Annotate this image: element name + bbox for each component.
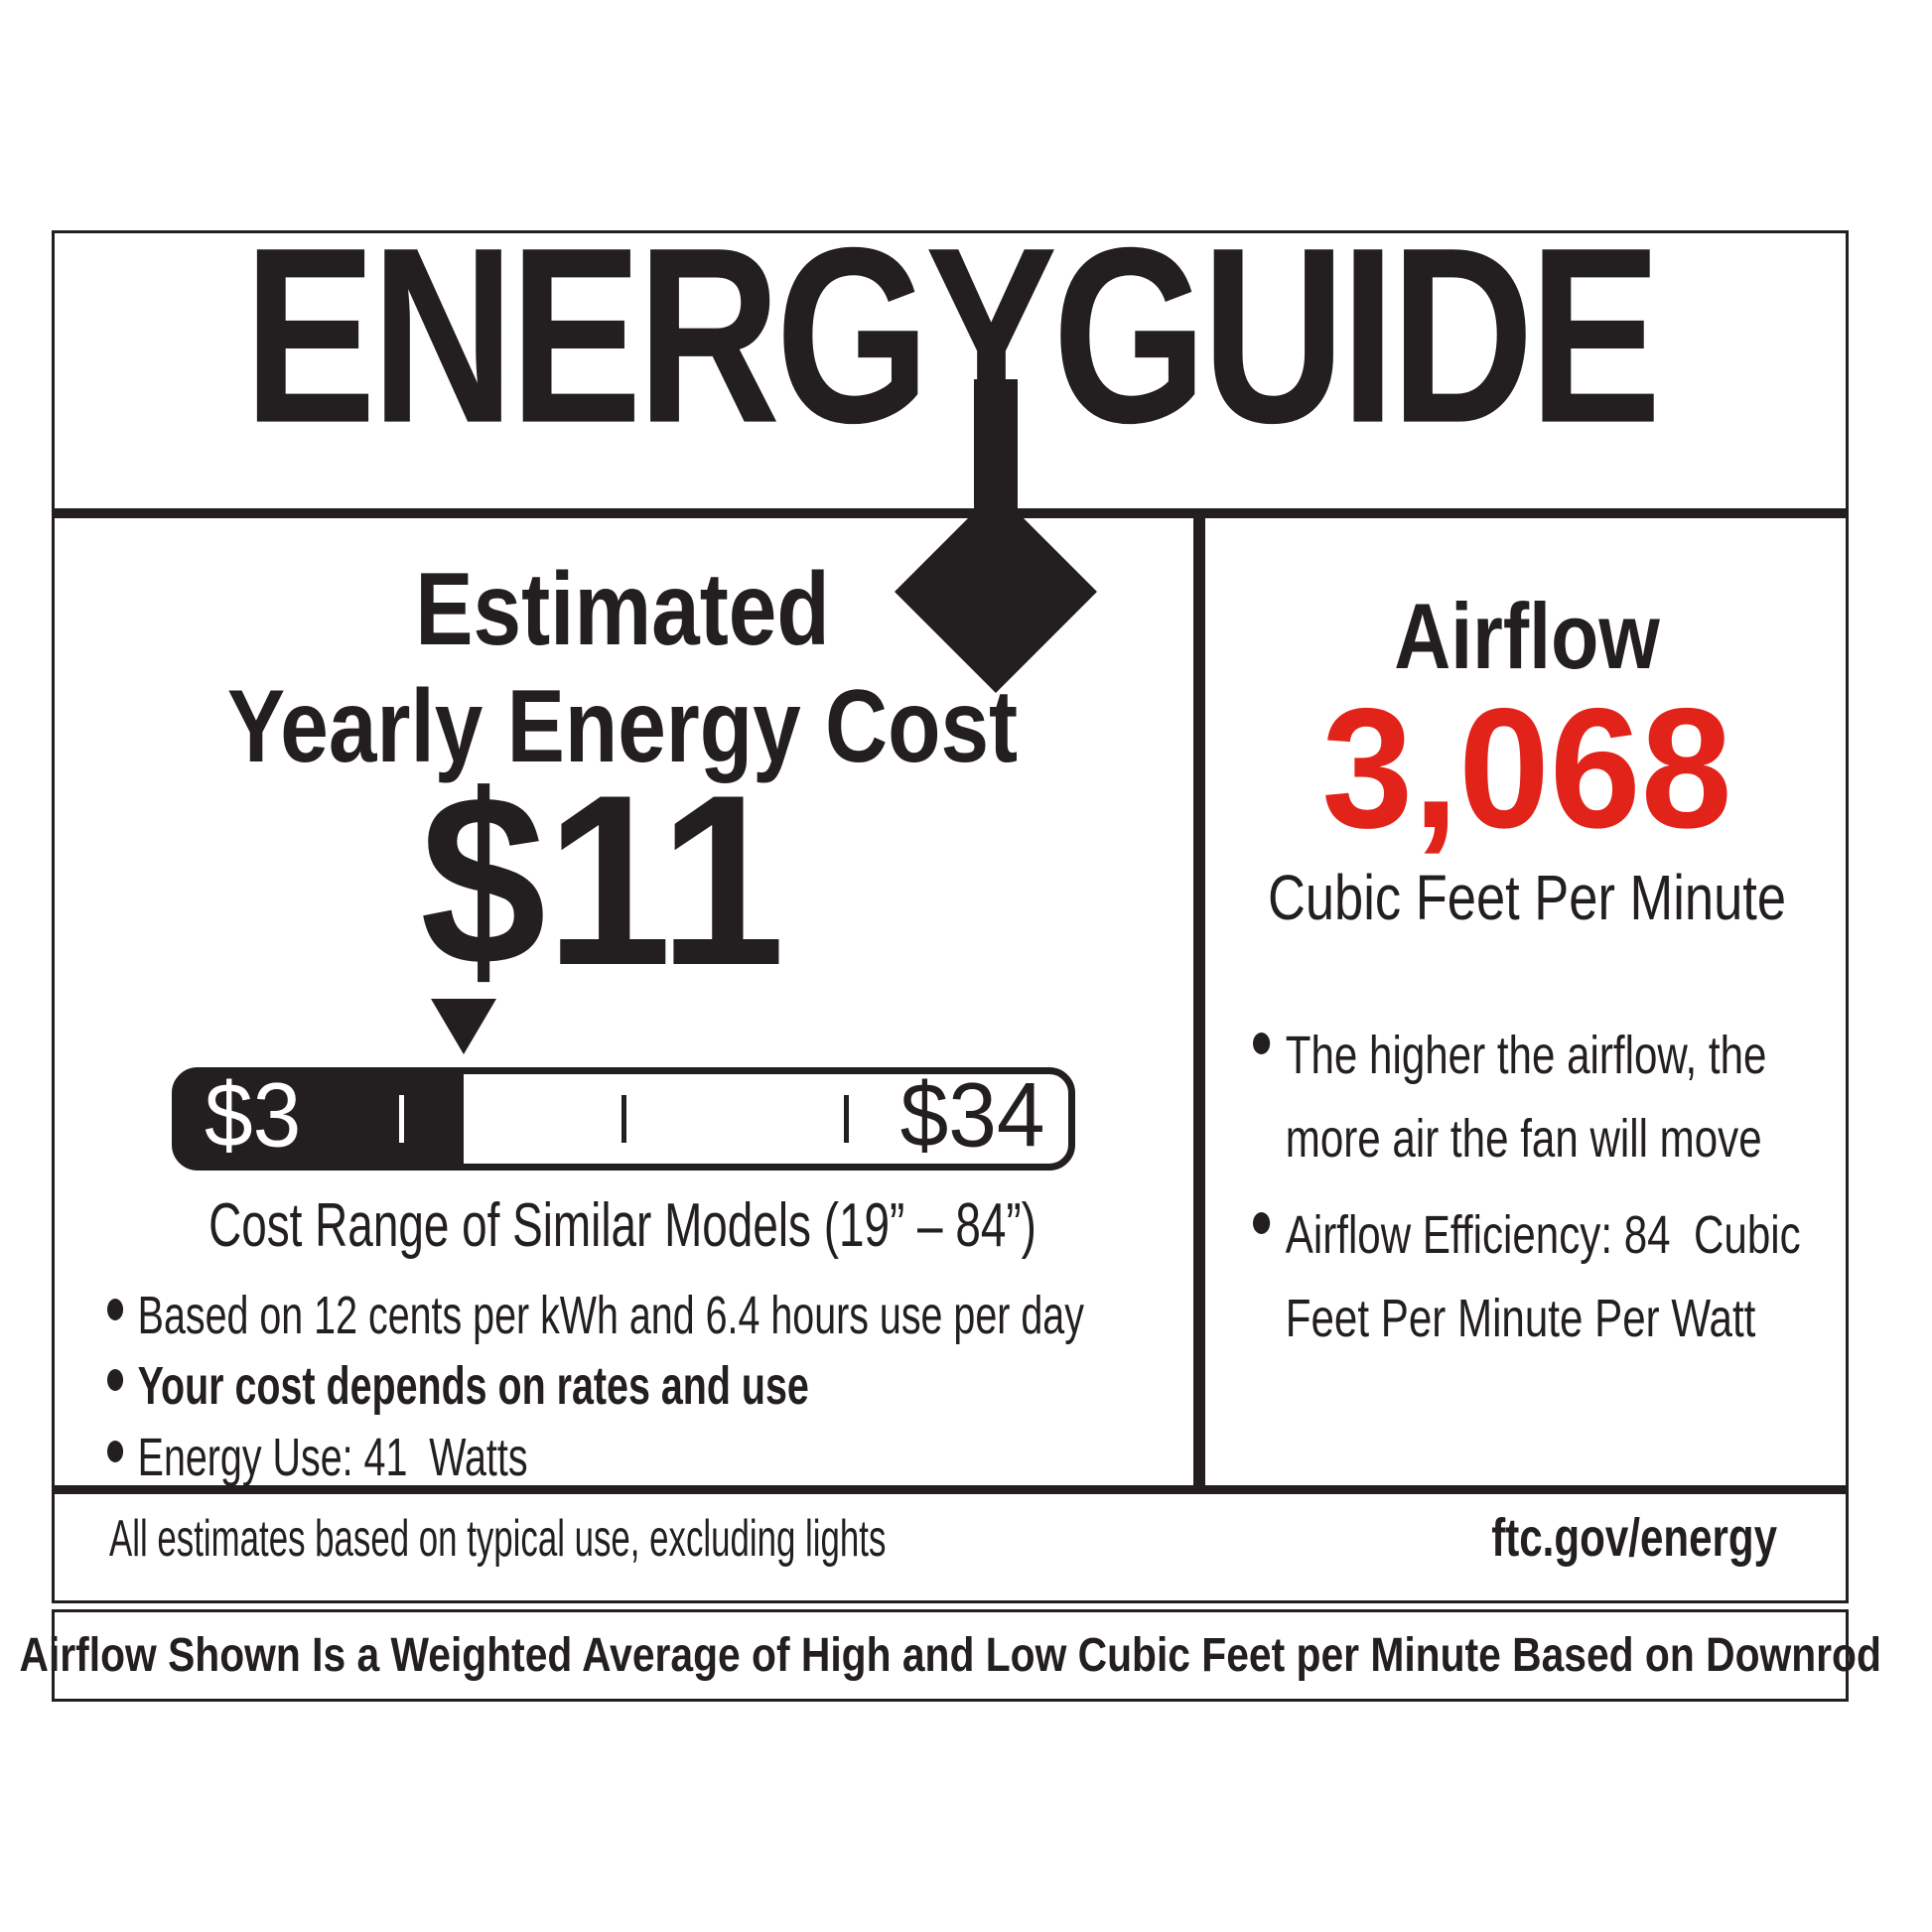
list-item: The higher the airflow, the more air the… <box>1253 1015 1811 1180</box>
bullet-dot-icon <box>107 1299 124 1320</box>
list-item: Based on 12 cents per kWh and 6.4 hours … <box>107 1281 1194 1351</box>
cost-bullet-list: Based on 12 cents per kWh and 6.4 hours … <box>107 1281 1596 1493</box>
bullet-text: Your cost depends on rates and use <box>137 1356 809 1417</box>
header-divider <box>52 508 1849 518</box>
label-main-border <box>52 230 1849 1603</box>
bar-tick <box>621 1095 626 1143</box>
airflow-unit: Cubic Feet Per Minute <box>1267 862 1787 933</box>
bar-tick <box>399 1095 404 1143</box>
bullet-text: Based on 12 cents per kWh and 6.4 hours … <box>137 1286 1084 1345</box>
estimated-cost-heading-line2: Yearly Energy Cost <box>226 668 1019 784</box>
footer-row-divider <box>52 1485 1849 1494</box>
disclaimer-text: Airflow Shown Is a Weighted Average of H… <box>19 1629 1881 1682</box>
estimates-note: All estimates based on typical use, excl… <box>109 1510 887 1568</box>
bullet-dot-icon <box>107 1440 124 1462</box>
estimated-cost-heading-line1: Estimated <box>415 552 830 667</box>
cost-pointer-icon <box>430 999 496 1054</box>
cost-range-bar-fill <box>179 1074 464 1164</box>
bar-tick <box>844 1095 849 1143</box>
airflow-bullet-list: The higher the airflow, the more air the… <box>1253 1015 1932 1375</box>
bullet-dot-icon <box>1253 1033 1271 1054</box>
list-item: Energy Use: 41 Watts <box>107 1423 1194 1493</box>
list-item: Airflow Efficiency: 84 Cubic Feet Per Mi… <box>1253 1194 1811 1360</box>
cost-range-bar: $3 $34 <box>172 1067 1075 1171</box>
column-divider <box>1193 508 1205 1485</box>
bullet-text: Energy Use: 41 Watts <box>137 1427 528 1487</box>
bullet-dot-icon <box>1253 1212 1271 1235</box>
disclaimer-row: Airflow Shown Is a Weighted Average of H… <box>19 1609 1880 1702</box>
airflow-heading: Airflow <box>1394 584 1660 688</box>
ftc-gov-energy-link: ftc.gov/energy <box>1491 1508 1777 1568</box>
cost-range-caption: Cost Range of Similar Models (19” – 84”) <box>208 1191 1036 1260</box>
list-item: Your cost depends on rates and use <box>107 1351 1194 1422</box>
cost-range-max-label: $34 <box>899 1064 1044 1167</box>
down-arrow-icon <box>895 379 1097 693</box>
cost-range-bar-track <box>179 1074 1068 1164</box>
disclaimer-border <box>52 1609 1849 1702</box>
bullet-text: The higher the airflow, the more air the… <box>1285 1026 1779 1169</box>
cost-range-min-label: $3 <box>205 1064 302 1167</box>
estimated-cost-heading: Estimated Yearly Energy Cost <box>143 552 1102 785</box>
airflow-value: 3,068 <box>1321 673 1732 864</box>
bullet-dot-icon <box>107 1369 124 1392</box>
label-title: ENERGYGUIDE <box>243 196 1661 476</box>
yearly-cost-value: $11 <box>420 744 785 1016</box>
bullet-text: Airflow Efficiency: 84 Cubic Feet Per Mi… <box>1285 1205 1813 1349</box>
